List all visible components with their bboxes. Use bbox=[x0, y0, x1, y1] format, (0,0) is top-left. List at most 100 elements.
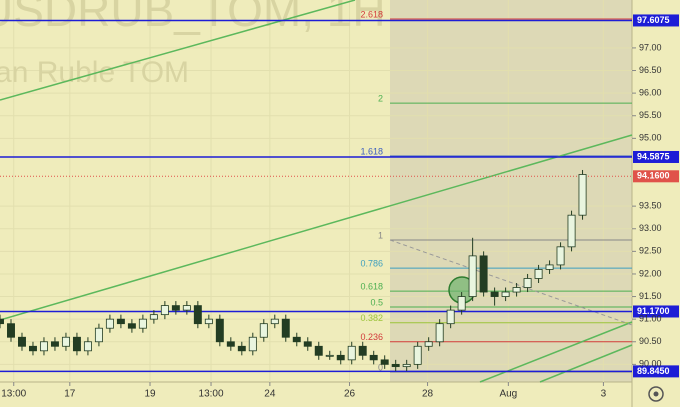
fib-zone bbox=[390, 0, 632, 382]
x-tick-label: 13:00 bbox=[199, 389, 224, 400]
candle-body bbox=[248, 336, 257, 352]
trend-line bbox=[0, 134, 633, 321]
candle-body bbox=[369, 354, 378, 361]
candle-body bbox=[149, 314, 158, 320]
candle-body bbox=[512, 287, 521, 293]
y-tick-label: 95.50 bbox=[639, 110, 662, 120]
candle-body bbox=[39, 341, 48, 352]
x-tick-label: 19 bbox=[144, 389, 156, 400]
candle-body bbox=[281, 318, 290, 338]
candle-body bbox=[435, 323, 444, 343]
candle-body bbox=[127, 323, 136, 329]
candle-body bbox=[292, 336, 301, 343]
watermark: USDRUB_TOM, 1H bbox=[0, 0, 386, 36]
candle-body bbox=[61, 336, 70, 347]
price-line-label: 97.6075 bbox=[637, 15, 670, 25]
candle-body bbox=[171, 305, 180, 311]
y-tick-label: 93.00 bbox=[639, 223, 662, 233]
candle-body bbox=[83, 341, 92, 352]
candle-body bbox=[457, 296, 466, 311]
fib-label: 0.618 bbox=[360, 282, 383, 292]
price-line-label: 91.1700 bbox=[637, 306, 670, 316]
candle-body bbox=[468, 255, 477, 297]
y-tick-label: 90.50 bbox=[639, 336, 662, 346]
candle-body bbox=[160, 305, 169, 316]
candle-body bbox=[578, 174, 587, 216]
y-tick-label: 96.50 bbox=[639, 65, 662, 75]
y-tick-label: 95.00 bbox=[639, 133, 662, 143]
candle-body bbox=[391, 363, 400, 368]
settings-button-dot bbox=[653, 391, 659, 397]
candle-body bbox=[0, 318, 4, 325]
candle-body bbox=[556, 246, 565, 266]
fib-label: 0.786 bbox=[360, 258, 383, 268]
candle-body bbox=[402, 363, 411, 368]
candle-body bbox=[545, 264, 554, 270]
candle-body bbox=[270, 318, 279, 325]
y-tick-label: 96.00 bbox=[639, 88, 662, 98]
candle-body bbox=[50, 341, 59, 347]
fib-label: 2 bbox=[378, 93, 383, 103]
x-tick-label: 17 bbox=[64, 389, 76, 400]
candle-body bbox=[336, 354, 345, 361]
x-tick-label: Aug bbox=[499, 389, 517, 400]
candle-body bbox=[490, 291, 499, 297]
candle-body bbox=[94, 327, 103, 343]
trend-line bbox=[539, 344, 633, 383]
y-tick-label: 91.00 bbox=[639, 314, 662, 324]
y-tick-label: 92.00 bbox=[639, 268, 662, 278]
candle-body bbox=[303, 341, 312, 347]
candle-body bbox=[29, 345, 37, 352]
price-line-box bbox=[633, 150, 679, 163]
fib-label: 2.618 bbox=[360, 9, 383, 19]
candle-body bbox=[215, 318, 224, 343]
fib-label: 0.236 bbox=[360, 332, 383, 342]
candle-body bbox=[479, 255, 488, 293]
candle-body bbox=[105, 318, 114, 329]
last-price-label: 94.1600 bbox=[637, 171, 670, 181]
candle-body bbox=[259, 323, 268, 338]
x-tick-label: 26 bbox=[344, 389, 356, 400]
fib-label: 1.618 bbox=[360, 146, 383, 156]
y-tick-label: 92.50 bbox=[639, 246, 662, 256]
y-tick-label: 93.50 bbox=[639, 201, 662, 211]
candle-body bbox=[193, 305, 202, 325]
x-tick-label: 24 bbox=[264, 389, 276, 400]
fib-label: 0 bbox=[378, 362, 383, 372]
candle-body bbox=[523, 278, 532, 288]
settings-button[interactable] bbox=[648, 386, 664, 402]
price-line-label: 94.5875 bbox=[637, 151, 670, 161]
candle-body bbox=[182, 305, 191, 311]
x-tick-label: 28 bbox=[422, 389, 434, 400]
y-tick-label: 90.00 bbox=[639, 359, 662, 369]
candle-body bbox=[18, 336, 26, 347]
fib-label: 0.5 bbox=[370, 297, 383, 307]
candle-body bbox=[72, 336, 81, 352]
candle-body bbox=[501, 291, 510, 297]
candle-body bbox=[446, 309, 455, 325]
price-line-label: 89.8450 bbox=[637, 366, 670, 376]
candle-body bbox=[7, 323, 15, 338]
fib-label: 1 bbox=[378, 230, 383, 240]
drawings bbox=[0, 0, 633, 383]
fib-label: 0.382 bbox=[360, 313, 383, 323]
candle-body bbox=[325, 354, 334, 357]
price-line-box bbox=[633, 365, 679, 378]
x-tick-label: 3 bbox=[601, 389, 607, 400]
candle-body bbox=[380, 359, 389, 365]
y-tick-label: 91.50 bbox=[639, 291, 662, 301]
price-line-box bbox=[633, 14, 679, 27]
x-tick-label: 13:00 bbox=[1, 389, 26, 400]
price-line-box bbox=[633, 305, 679, 318]
candle-body bbox=[116, 318, 125, 325]
candle-body bbox=[413, 345, 422, 365]
last-price-box bbox=[633, 170, 679, 183]
candle-body bbox=[138, 318, 147, 329]
candle-body bbox=[226, 341, 235, 347]
candle-body bbox=[204, 318, 213, 325]
candle-body bbox=[534, 269, 543, 279]
candle-body bbox=[424, 341, 433, 347]
y-tick-label: 97.00 bbox=[639, 42, 662, 52]
candle-body bbox=[567, 214, 576, 248]
